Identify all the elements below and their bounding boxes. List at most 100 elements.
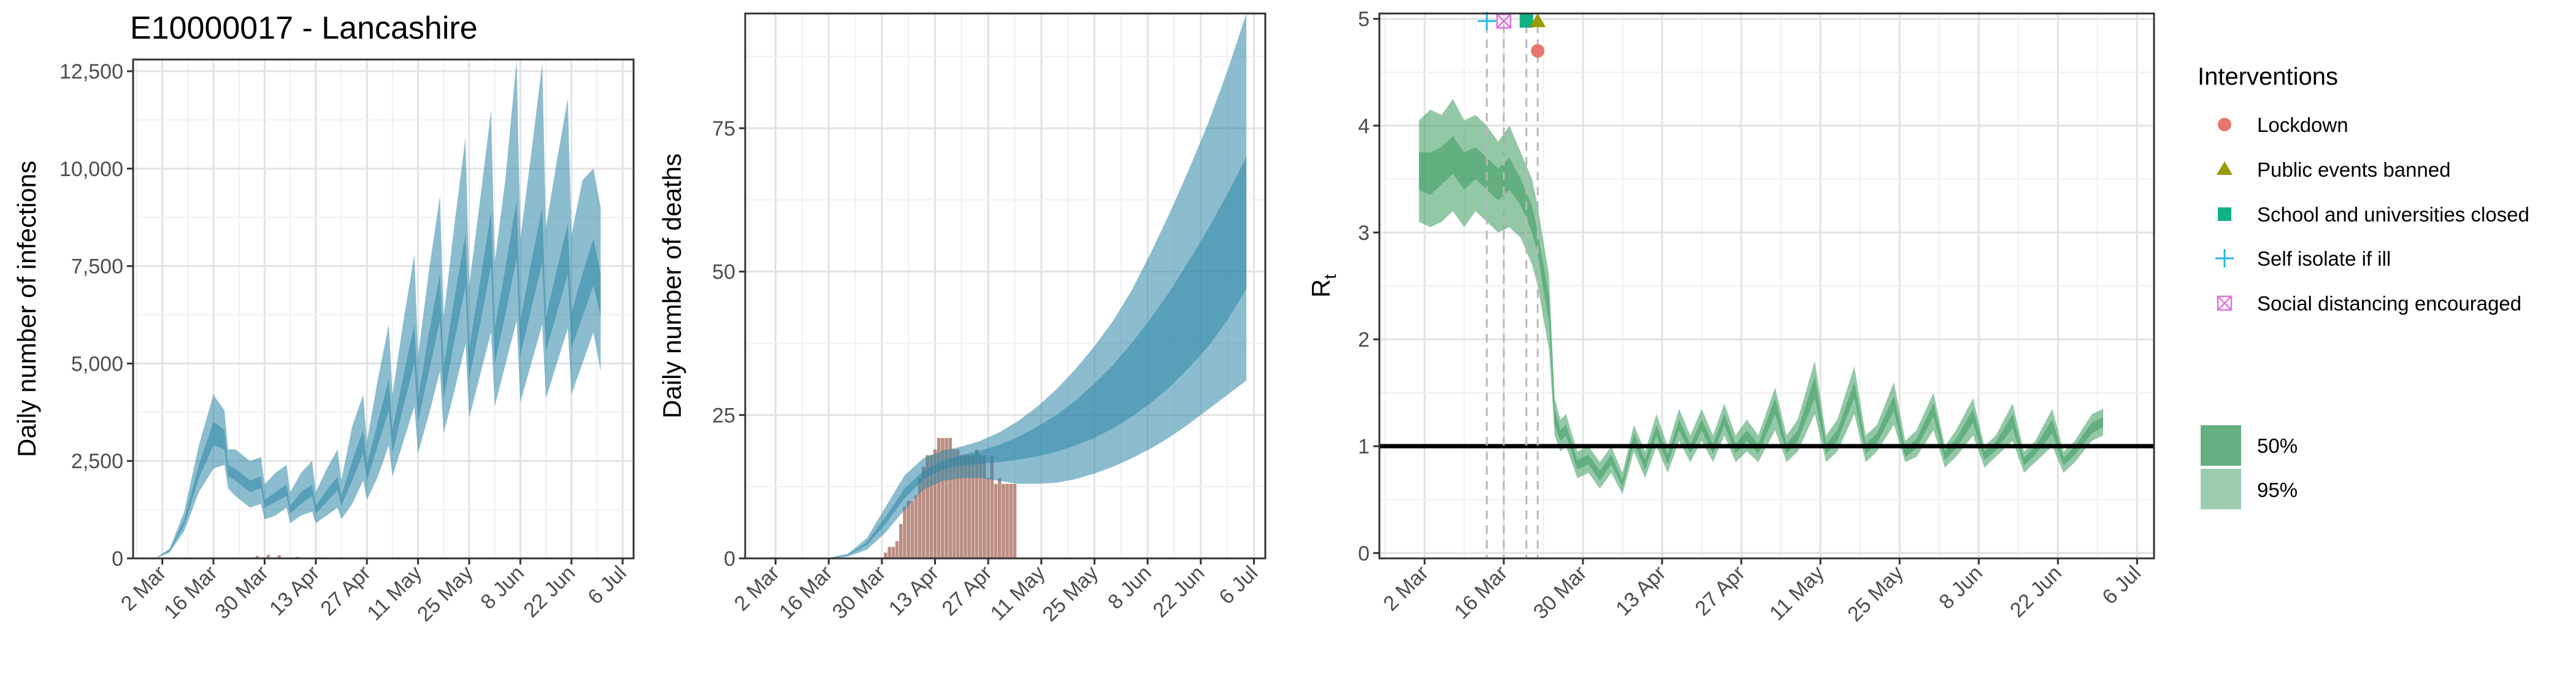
deaths-bar-2020-04-17 bbox=[948, 437, 953, 558]
deaths-ytick-label: 75 bbox=[712, 117, 735, 141]
rt-xtick-label: 16 Mar bbox=[1450, 561, 1512, 624]
deaths-bar-2020-04-08 bbox=[914, 495, 918, 558]
rt-y-axis-title-subscript: t bbox=[1321, 274, 1340, 279]
infections-xtick-label: 11 May bbox=[362, 561, 426, 625]
rt-ytick-label: 0 bbox=[1358, 542, 1370, 565]
deaths-bar-2020-05-03 bbox=[1009, 484, 1013, 558]
deaths-bar-2020-04-14 bbox=[937, 437, 941, 558]
legend-public-events-marker bbox=[2217, 161, 2233, 175]
deaths-bar-2020-04-23 bbox=[971, 455, 975, 558]
deaths-bar-2020-04-02 bbox=[891, 547, 895, 558]
deaths-band-95 bbox=[829, 13, 1247, 558]
rt-ytick-label: 5 bbox=[1358, 8, 1370, 31]
legend-self-isolate-label: Self isolate if ill bbox=[2257, 247, 2391, 270]
rt-ytick-label: 4 bbox=[1358, 115, 1370, 138]
legend-schools-label: School and universities closed bbox=[2257, 203, 2529, 226]
infections-y-axis: 0 2,500 5,000 7,500 10,000 12,500 bbox=[59, 60, 133, 571]
deaths-bar-2020-04-21 bbox=[964, 455, 967, 558]
deaths-xtick-label: 16 Mar bbox=[775, 561, 837, 624]
legend-item-schools: School and universities closed bbox=[2218, 203, 2529, 226]
legend-band-95-label: 95% bbox=[2257, 479, 2298, 501]
deaths-bar-2020-04-24 bbox=[975, 449, 979, 558]
deaths-bar-2020-04-28 bbox=[990, 455, 994, 558]
infections-ytick-label: 5,000 bbox=[71, 352, 123, 376]
rt-xtick-label: 30 Mar bbox=[1529, 561, 1592, 624]
deaths-bar-2020-04-16 bbox=[945, 437, 948, 558]
deaths-bar-2020-04-20 bbox=[960, 455, 964, 558]
rt-band-50 bbox=[1419, 136, 2103, 487]
rt-xtick-label: 6 Jul bbox=[2098, 561, 2145, 609]
deaths-bar-2020-04-19 bbox=[956, 449, 960, 558]
legend-item-public-events: Public events banned bbox=[2217, 158, 2451, 181]
deaths-bar-2020-04-05 bbox=[903, 506, 907, 558]
deaths-bar-2020-04-18 bbox=[952, 449, 956, 558]
deaths-bar-2020-04-13 bbox=[933, 449, 937, 558]
deaths-bar-2020-05-02 bbox=[1005, 484, 1009, 558]
deaths-y-axis: 0 25 50 75 bbox=[712, 117, 745, 571]
legend-public-events-label: Public events banned bbox=[2257, 158, 2451, 181]
legend-item-lockdown: Lockdown bbox=[2218, 114, 2348, 136]
rt-xtick-label: 2 Mar bbox=[1379, 561, 1433, 615]
deaths-bar-2020-04-30 bbox=[997, 478, 1002, 558]
rt-xtick-label: 22 Jun bbox=[2006, 561, 2066, 622]
rt-school-and-universities-closed-marker bbox=[1519, 14, 1533, 28]
deaths-bar-2020-05-04 bbox=[1013, 484, 1017, 558]
deaths-bar-2020-05-01 bbox=[1002, 484, 1005, 558]
infections-bar-2020-04-03 bbox=[277, 555, 281, 558]
deaths-xtick-label: 22 Jun bbox=[1148, 561, 1209, 622]
legend-band-95-swatch bbox=[2201, 469, 2241, 509]
rt-xtick-label: 13 Apr bbox=[1611, 561, 1670, 620]
deaths-xtick-label: 13 Apr bbox=[884, 561, 943, 620]
infections-xtick-label: 30 Mar bbox=[210, 561, 273, 624]
legend-band-50-swatch bbox=[2201, 425, 2241, 466]
deaths-bar-2020-04-12 bbox=[929, 455, 933, 558]
infections-xtick-label: 16 Mar bbox=[159, 561, 222, 624]
rt-panel: 0 1 2 3 4 5 2 Mar 16 Mar 30 Mar 13 Apr 27 Apr 11 Ma… bbox=[1306, 8, 2155, 626]
deaths-y-axis-title: Daily number of deaths bbox=[657, 153, 686, 418]
deaths-xtick-label: 25 May bbox=[1038, 561, 1103, 626]
infections-panel-border bbox=[132, 58, 635, 560]
infections-band-95 bbox=[155, 60, 601, 558]
deaths-xtick-label: 6 Jul bbox=[1214, 561, 1262, 609]
rt-xtick-label: 27 Apr bbox=[1690, 561, 1749, 620]
legend-lockdown-marker bbox=[2218, 118, 2231, 131]
legend-band-50-label: 50% bbox=[2257, 434, 2298, 457]
deaths-xtick-label: 27 Apr bbox=[937, 561, 996, 620]
legend-social-distancing-marker bbox=[2217, 295, 2233, 311]
figure-title: E10000017 - Lancashire bbox=[130, 10, 478, 46]
infections-ytick-label: 12,500 bbox=[59, 60, 123, 83]
infections-xtick-label: 6 Jul bbox=[583, 561, 631, 609]
rt-xtick-label: 11 May bbox=[1765, 561, 1829, 625]
rt-x-axis: 2 Mar 16 Mar 30 Mar 13 Apr 27 Apr 11 May 25 Ma… bbox=[1379, 558, 2145, 626]
infections-y-axis-title: Daily number of infections bbox=[12, 161, 41, 457]
infections-ytick-label: 10,000 bbox=[59, 158, 123, 181]
deaths-ytick-label: 50 bbox=[712, 261, 735, 284]
deaths-bar-2020-04-27 bbox=[986, 478, 990, 558]
deaths-bar-2020-03-31 bbox=[884, 552, 887, 558]
deaths-ytick-label: 0 bbox=[724, 547, 735, 571]
legend-item-social-distancing: Social distancing encouraged bbox=[2217, 292, 2521, 315]
infections-xtick-label: 25 May bbox=[413, 561, 478, 626]
deaths-panel-border bbox=[744, 12, 1267, 560]
rt-lockdown-marker bbox=[1531, 44, 1545, 58]
legend-lockdown-label: Lockdown bbox=[2257, 114, 2348, 136]
deaths-bar-2020-04-25 bbox=[978, 455, 983, 558]
legend-band-50: 50% bbox=[2201, 425, 2298, 466]
rt-ytick-label: 3 bbox=[1358, 222, 1370, 245]
deaths-bar-2020-04-04 bbox=[899, 523, 903, 558]
infections-xtick-label: 22 Jun bbox=[519, 561, 580, 622]
deaths-bar-2020-04-09 bbox=[918, 478, 922, 558]
deaths-bar-2020-04-01 bbox=[887, 547, 891, 558]
legend-self-isolate-marker bbox=[2215, 249, 2234, 268]
infections-bar-2020-03-28 bbox=[255, 556, 259, 558]
deaths-bar-2020-04-10 bbox=[922, 466, 926, 558]
rt-public-events-banned-marker bbox=[1530, 13, 1546, 28]
deaths-bar-2020-04-03 bbox=[895, 541, 899, 558]
deaths-xtick-label: 11 May bbox=[986, 561, 1050, 625]
rt-ytick-label: 2 bbox=[1358, 328, 1370, 352]
